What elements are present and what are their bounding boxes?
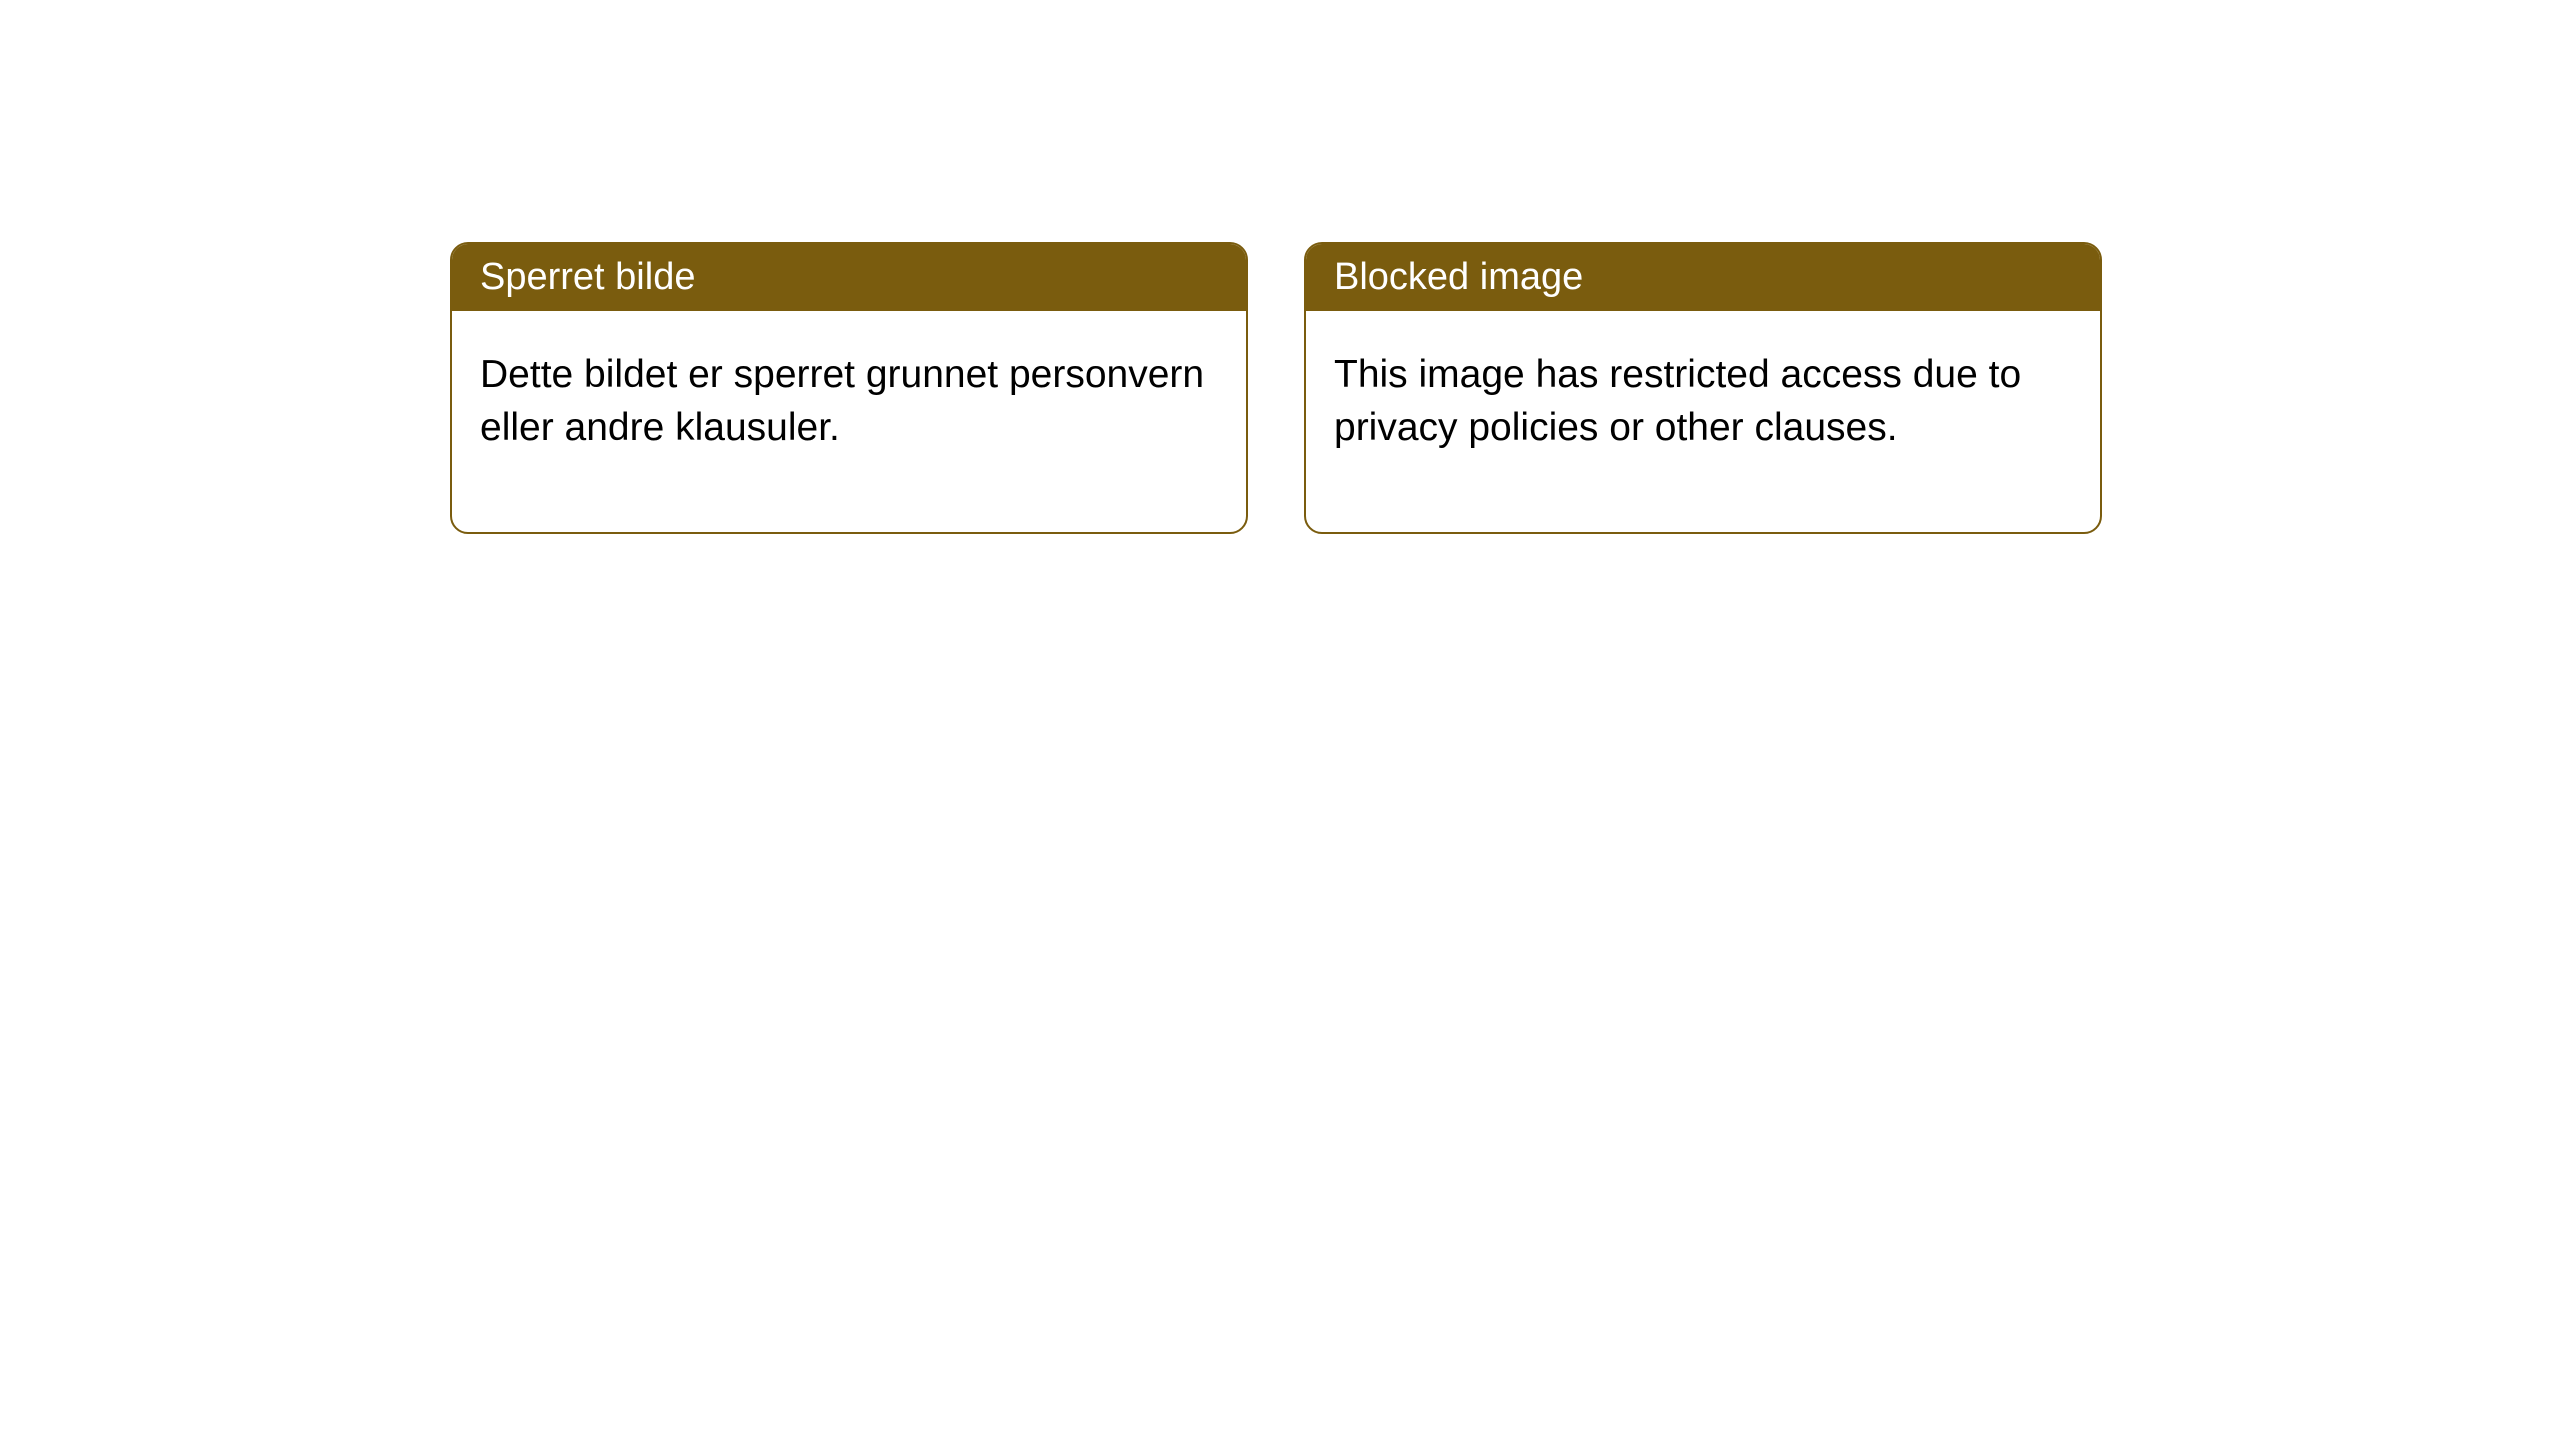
card-title-no: Sperret bilde <box>452 244 1246 311</box>
blocked-image-card-en: Blocked image This image has restricted … <box>1304 242 2102 534</box>
card-body-en: This image has restricted access due to … <box>1306 311 2100 532</box>
card-body-no: Dette bildet er sperret grunnet personve… <box>452 311 1246 532</box>
card-title-en: Blocked image <box>1306 244 2100 311</box>
blocked-image-card-no: Sperret bilde Dette bildet er sperret gr… <box>450 242 1248 534</box>
notice-container: Sperret bilde Dette bildet er sperret gr… <box>450 242 2102 534</box>
